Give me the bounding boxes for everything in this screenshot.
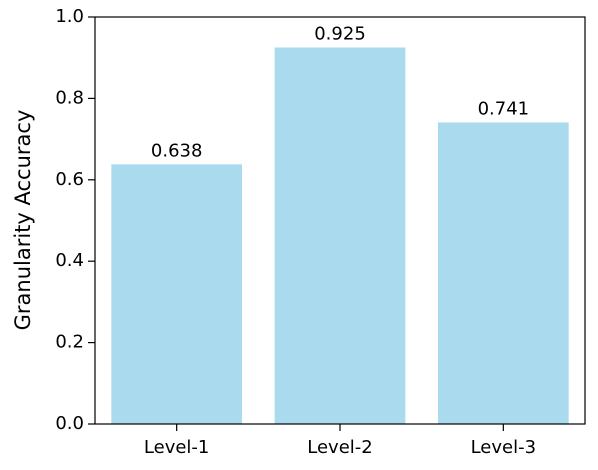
bar [438, 122, 569, 425]
bar [274, 47, 406, 425]
x-tick-label: Level-2 [307, 437, 372, 458]
y-tick-label: 0.6 [55, 169, 84, 190]
y-tick-label: 0.0 [55, 413, 84, 434]
y-tick-label: 0.8 [55, 87, 84, 108]
y-axis-label: Granularity Accuracy [11, 110, 35, 331]
data-label: 0.741 [478, 98, 530, 119]
bar [111, 164, 242, 425]
data-label: 0.925 [314, 24, 366, 45]
y-tick-label: 1.0 [55, 6, 84, 27]
y-tick-label: 0.4 [55, 250, 84, 271]
plot-frame [94, 16, 586, 425]
data-label: 0.638 [151, 140, 203, 161]
x-tick-label: Level-1 [144, 437, 209, 458]
y-tick-label: 0.2 [55, 332, 84, 353]
x-tick-label: Level-3 [471, 437, 536, 458]
